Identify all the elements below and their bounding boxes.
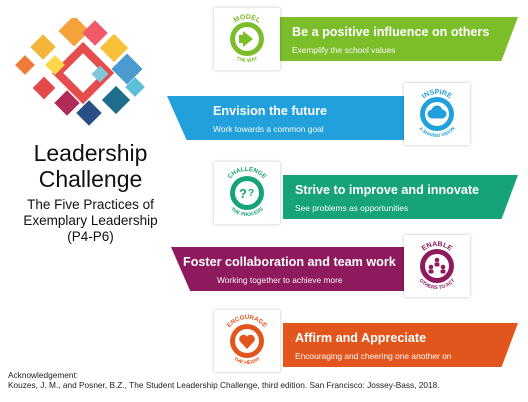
badge-top-label: ENABLE [421, 241, 454, 253]
acknowledgement-label: Acknowledgement: [8, 370, 79, 380]
practice-description: See problems as opportunities [295, 203, 409, 213]
page-subtitle: The Five Practices of Exemplary Leadersh… [8, 197, 173, 245]
practice-heading: Affirm and Appreciate [295, 331, 427, 345]
badge-top-label: MODEL [233, 14, 262, 25]
enable-others-to-act-badge: ENABLE OTHERS TO ACT [404, 235, 470, 297]
svg-text:THE HEART: THE HEART [232, 356, 261, 366]
title-line-1: Leadership [33, 140, 148, 166]
svg-text:MODEL: MODEL [233, 14, 262, 25]
subtitle-line-1: The Five Practices of [27, 197, 154, 212]
svg-text:ENABLE: ENABLE [421, 241, 454, 253]
svg-text:THE WAY: THE WAY [235, 55, 259, 64]
svg-text:?: ? [248, 188, 254, 199]
people-icon [428, 257, 446, 274]
diamond-logo [15, 18, 145, 126]
practice-banner-inspire: Envision the future Work towards a commo… [167, 96, 412, 140]
heart-icon [239, 334, 255, 349]
model-the-way-badge: MODEL THE WAY [214, 8, 280, 70]
question-icon: ? ? [239, 186, 254, 201]
practice-description: Exemplify the school values [292, 45, 396, 55]
practice-banner-challenge: Strive to improve and innovate See probl… [283, 175, 518, 219]
practice-heading: Strive to improve and innovate [295, 183, 480, 197]
practice-heading: Envision the future [213, 104, 328, 118]
subtitle-line-3: (P4-P6) [67, 229, 114, 244]
acknowledgement: Acknowledgement: Kouzes, J. M., and Posn… [8, 370, 518, 390]
svg-text:?: ? [239, 186, 247, 201]
cloud-icon [427, 105, 447, 119]
practice-description: Work towards a common goal [213, 124, 324, 134]
subtitle-line-2: Exemplary Leadership [23, 213, 158, 228]
practice-banner-encourage: Affirm and Appreciate Encouraging and ch… [283, 323, 518, 367]
practice-banner-model: Be a positive influence on others Exempl… [280, 17, 518, 61]
badge-bottom-label: THE WAY [235, 55, 259, 64]
arrow-icon [239, 31, 253, 47]
practice-heading: Foster collaboration and team work [183, 255, 396, 269]
practice-description: Working together to achieve more [217, 275, 343, 285]
encourage-the-heart-badge: ENCOURAGE THE HEART [214, 310, 280, 372]
acknowledgement-citation: Kouzes, J. M., and Posner, B.Z., The Stu… [8, 380, 440, 390]
title-line-2: Challenge [38, 166, 143, 192]
practice-heading: Be a positive influence on others [292, 25, 490, 39]
inspire-shared-vision-badge: INSPIRE A SHARED VISION [404, 83, 470, 145]
svg-text:INSPIRE: INSPIRE [421, 89, 453, 100]
badge-bottom-label: THE HEART [232, 356, 261, 366]
challenge-the-process-badge: ? ? CHALLENGE THE PROCESS [214, 162, 280, 224]
page-title: Leadership Challenge [8, 140, 173, 192]
badge-top-label: INSPIRE [421, 89, 453, 100]
practice-description: Encouraging and cheering one another on [295, 351, 452, 361]
practice-banner-enable: Foster collaboration and team work Worki… [171, 247, 411, 291]
